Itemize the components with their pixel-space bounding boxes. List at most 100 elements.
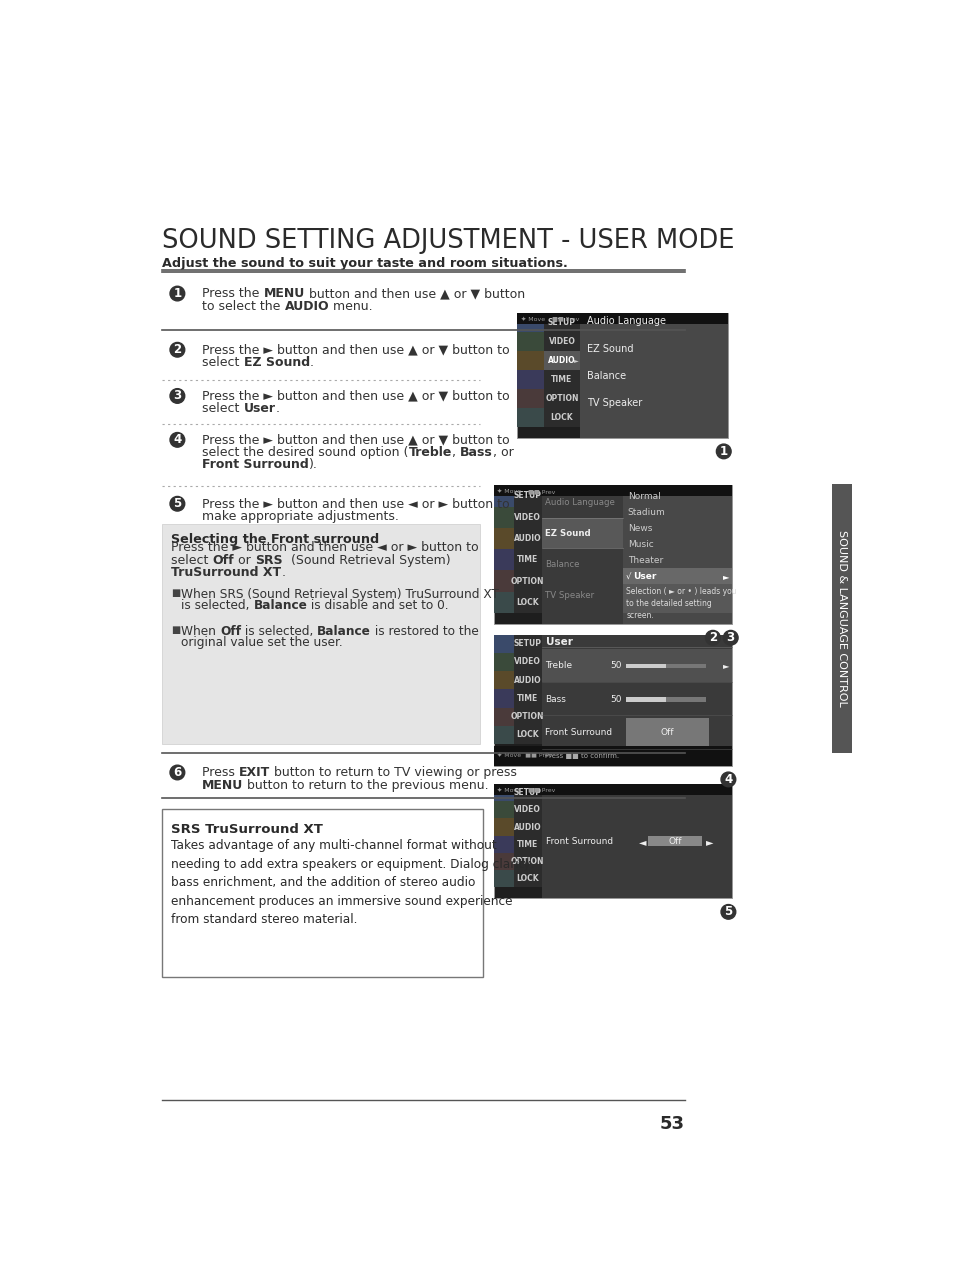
Text: Takes advantage of any multi-channel format without
needing to add extra speaker: Takes advantage of any multi-channel for… — [171, 840, 534, 926]
Bar — [493, 784, 732, 795]
Bar — [517, 313, 727, 323]
Text: is restored to the: is restored to the — [371, 625, 478, 637]
Bar — [543, 313, 579, 332]
Text: ).: ). — [309, 458, 317, 472]
Text: select: select — [202, 356, 243, 369]
Bar — [514, 707, 541, 726]
Bar — [493, 486, 732, 623]
Bar — [622, 567, 732, 584]
Bar — [493, 818, 514, 836]
Text: TIME: TIME — [517, 840, 537, 848]
Text: SETUP: SETUP — [513, 640, 541, 649]
Text: 1: 1 — [173, 287, 181, 300]
Text: .: . — [275, 402, 279, 415]
Text: Balance: Balance — [545, 560, 579, 569]
Bar — [648, 836, 701, 846]
Text: 6: 6 — [173, 766, 181, 778]
Circle shape — [720, 904, 735, 920]
Text: select: select — [202, 402, 243, 415]
Bar — [543, 389, 579, 408]
Bar — [543, 370, 579, 389]
Circle shape — [722, 631, 738, 645]
Circle shape — [170, 496, 185, 511]
Bar — [493, 635, 732, 766]
Text: Stadium: Stadium — [627, 508, 664, 516]
Text: User: User — [243, 402, 275, 415]
Text: Press the ► button and then use ◄ or ► button to: Press the ► button and then use ◄ or ► b… — [171, 542, 478, 555]
Text: AUDIO: AUDIO — [514, 534, 541, 543]
Bar — [493, 486, 514, 506]
Text: EZ Sound: EZ Sound — [586, 343, 633, 354]
Circle shape — [170, 432, 185, 448]
Text: ►: ► — [722, 572, 728, 581]
Text: EXIT: EXIT — [239, 766, 270, 780]
Bar — [541, 784, 732, 898]
Circle shape — [170, 286, 185, 301]
Bar — [517, 313, 727, 438]
Text: 2: 2 — [173, 343, 181, 356]
Bar — [541, 635, 732, 766]
Text: MENU: MENU — [202, 778, 243, 791]
Bar — [493, 486, 732, 496]
Text: TruSurround XT: TruSurround XT — [171, 566, 281, 579]
Text: Press the ► button and then use ▲ or ▼ button to: Press the ► button and then use ▲ or ▼ b… — [202, 389, 509, 403]
Bar — [514, 836, 541, 852]
Bar — [541, 834, 732, 848]
Bar — [622, 486, 732, 623]
Bar — [493, 653, 514, 672]
Text: 5: 5 — [723, 906, 732, 918]
Text: Front Surround: Front Surround — [545, 728, 612, 738]
Text: Front Surround: Front Surround — [546, 837, 613, 846]
Text: ►: ► — [705, 837, 713, 847]
Bar — [543, 351, 579, 370]
Text: SETUP: SETUP — [547, 318, 576, 327]
Bar — [514, 653, 541, 672]
Text: ►: ► — [722, 661, 728, 670]
Text: SETUP: SETUP — [513, 491, 541, 500]
Bar — [493, 571, 514, 591]
Text: TIME: TIME — [517, 695, 537, 703]
Bar — [625, 717, 709, 747]
Text: select the desired sound option (: select the desired sound option ( — [202, 446, 408, 459]
Text: SOUND & LANGUAGE CONTROL: SOUND & LANGUAGE CONTROL — [836, 530, 846, 707]
Text: OPTION: OPTION — [511, 857, 544, 866]
Text: .: . — [310, 356, 314, 369]
Text: Music: Music — [627, 541, 653, 550]
Bar — [625, 664, 705, 668]
Text: Off: Off — [220, 625, 241, 637]
Bar — [514, 818, 541, 836]
Text: Press the ► button and then use ▲ or ▼ button to: Press the ► button and then use ▲ or ▼ b… — [202, 343, 509, 356]
Bar — [493, 836, 514, 852]
Text: Balance: Balance — [317, 625, 371, 637]
Text: make appropriate adjustments.: make appropriate adjustments. — [202, 510, 398, 523]
Text: AUDIO: AUDIO — [548, 356, 576, 365]
Bar — [517, 332, 543, 351]
Text: VIDEO: VIDEO — [514, 805, 540, 814]
Text: Normal: Normal — [627, 492, 659, 501]
Text: Press ■■ to confirm.: Press ■■ to confirm. — [545, 753, 619, 758]
Bar — [162, 809, 483, 977]
Bar — [517, 351, 543, 370]
Text: Off: Off — [213, 553, 233, 567]
Text: VIDEO: VIDEO — [548, 337, 575, 346]
Bar — [493, 707, 514, 726]
Bar — [514, 784, 541, 801]
Bar — [514, 591, 541, 613]
Text: Selecting the Front surround: Selecting the Front surround — [171, 533, 379, 546]
Text: is selected,: is selected, — [241, 625, 317, 637]
Bar — [541, 649, 732, 682]
Bar — [493, 672, 514, 689]
Text: 3: 3 — [726, 631, 734, 644]
Bar — [493, 870, 514, 888]
Bar — [493, 801, 514, 818]
Bar — [493, 635, 514, 653]
Text: is disable and set to 0.: is disable and set to 0. — [307, 599, 449, 612]
Text: ✦ Move  ■■ Prev: ✦ Move ■■ Prev — [497, 753, 553, 758]
Bar — [541, 518, 622, 548]
Bar — [517, 389, 543, 408]
Text: Front Surround: Front Surround — [202, 458, 309, 472]
Text: ◄: ◄ — [639, 837, 646, 847]
Text: or: or — [233, 553, 254, 567]
Text: Theater: Theater — [627, 556, 662, 565]
Text: ■: ■ — [171, 588, 180, 598]
